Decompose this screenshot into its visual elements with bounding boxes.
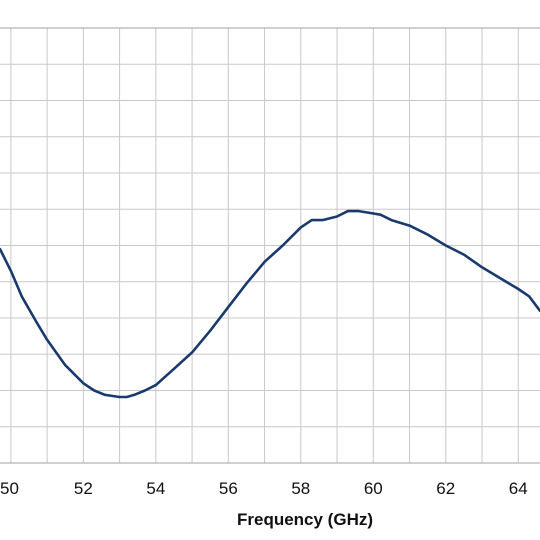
x-tick-label: 60	[364, 479, 383, 498]
series-line	[0, 209, 540, 399]
x-tick-labels: 50 52 54 56 58 60 62 64	[0, 479, 528, 498]
x-tick-label: 54	[146, 479, 165, 498]
x-tick-label: 64	[509, 479, 528, 498]
x-tick-label: 50	[0, 479, 19, 498]
x-axis-title: Frequency (GHz)	[237, 510, 373, 529]
series-group	[0, 209, 540, 399]
x-tick-label: 56	[219, 479, 238, 498]
x-tick-label: 58	[291, 479, 310, 498]
x-tick-label: 52	[74, 479, 93, 498]
x-tick-label: 62	[436, 479, 455, 498]
horizontal-gridlines	[0, 63, 540, 428]
